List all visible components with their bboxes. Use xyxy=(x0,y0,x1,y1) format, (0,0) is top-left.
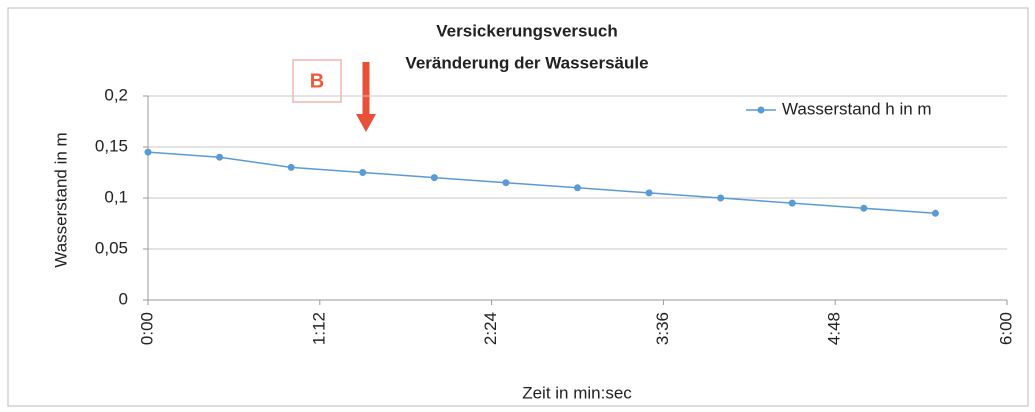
data-point xyxy=(144,148,152,156)
x-tick-label: 1:12 xyxy=(309,312,328,345)
y-tick-label: 0 xyxy=(119,289,128,308)
annotation: B xyxy=(310,70,324,92)
legend-label: Wasserstand h in m xyxy=(782,99,932,118)
data-point xyxy=(574,184,581,192)
x-tick-label: 0:00 xyxy=(137,312,156,345)
y-axis-title: Wasserstand in m xyxy=(51,132,70,267)
data-point xyxy=(430,174,438,182)
annotation-arrow-head xyxy=(356,114,376,132)
x-axis-title: Zeit in min:sec xyxy=(522,383,632,402)
annotation-box xyxy=(292,59,342,103)
y-tick-label: 0,1 xyxy=(104,187,128,206)
y-tick-label: 0,05 xyxy=(95,238,128,257)
x-tick-label: 3:36 xyxy=(653,312,672,345)
chart-subtitle: Veränderung der Wassersäule xyxy=(405,53,648,72)
x-tick-label: 2:24 xyxy=(481,312,500,345)
series-line xyxy=(147,151,936,215)
data-point xyxy=(502,179,510,187)
chart-frame xyxy=(7,7,1029,407)
data-point xyxy=(645,189,653,197)
x-tick-label: 4:48 xyxy=(825,312,844,345)
data-point xyxy=(788,199,796,207)
x-tick-label: 6:00 xyxy=(996,312,1015,345)
y-tick-label: 0,2 xyxy=(104,85,128,104)
chart-title: Versickerungsversuch xyxy=(436,21,617,40)
data-point xyxy=(216,153,224,161)
data-point xyxy=(931,209,939,217)
data-point xyxy=(717,194,725,202)
data-point xyxy=(287,163,295,171)
data-point xyxy=(359,169,367,176)
data-point xyxy=(860,204,868,212)
legend-marker xyxy=(757,106,765,114)
y-tick-label: 0,15 xyxy=(95,136,128,155)
